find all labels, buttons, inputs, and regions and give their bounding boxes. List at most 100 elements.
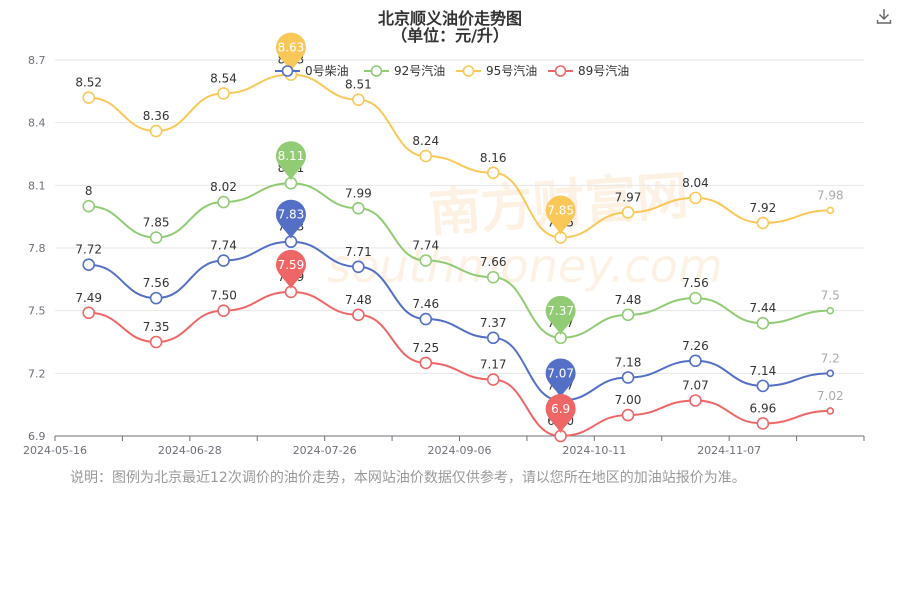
mark-pin: 7.37	[545, 295, 576, 335]
data-point	[149, 335, 163, 349]
legend-item-1[interactable]: 92号汽油	[364, 63, 445, 78]
data-point	[756, 379, 770, 393]
data-label: 7.44	[750, 301, 777, 315]
data-point	[621, 308, 635, 322]
legend-item-3[interactable]: 89号汽油	[548, 63, 629, 78]
data-point	[826, 206, 835, 215]
data-label: 7.97	[615, 190, 642, 204]
y-tick-label: 8.7	[28, 54, 46, 67]
data-label: 7.71	[345, 245, 372, 259]
data-label: 7.99	[345, 186, 372, 200]
mark-pin: 8.11	[275, 141, 306, 181]
data-label: 8.52	[75, 76, 102, 90]
data-point	[217, 195, 230, 209]
data-label: 8.54	[210, 71, 237, 85]
data-label: 7.18	[615, 356, 642, 370]
data-label: 7.66	[480, 255, 507, 269]
x-tick-label: 2024-05-16	[23, 444, 87, 457]
data-label: 8	[85, 184, 93, 198]
mark-pin: 6.9	[545, 394, 576, 433]
data-label: 7.5	[821, 289, 840, 303]
data-point	[826, 407, 835, 415]
data-label: 7.07	[682, 378, 709, 392]
x-tick-label: 2024-10-11	[562, 444, 626, 457]
x-tick-label: 2024-09-06	[428, 444, 492, 457]
data-point	[621, 206, 635, 219]
data-label: 7.48	[615, 293, 642, 307]
mark-pin: 8.63	[275, 32, 306, 72]
mark-pin: 7.83	[275, 199, 306, 239]
data-label: 8.51	[345, 78, 372, 92]
mark-pin-label: 6.9	[551, 402, 570, 416]
download-icon[interactable]	[874, 6, 894, 26]
data-label: 7.25	[412, 341, 439, 355]
legend-item-0[interactable]: 0号柴油	[275, 64, 349, 78]
data-point	[689, 191, 702, 205]
data-point	[486, 331, 500, 345]
data-point	[689, 394, 702, 407]
mark-pin-label: 7.85	[547, 204, 574, 218]
mark-pin-label: 8.11	[278, 149, 305, 163]
x-tick-label: 2024-06-28	[158, 444, 222, 457]
mark-pin-shape	[275, 141, 306, 181]
mark-pin-shape	[545, 394, 576, 433]
legend-label: 92号汽油	[394, 63, 445, 78]
y-tick-label: 7.5	[28, 305, 46, 318]
data-label: 7.92	[750, 201, 777, 215]
data-label: 8.24	[412, 134, 439, 148]
y-tick-label: 6.9	[28, 430, 46, 443]
data-label: 8.02	[210, 180, 237, 194]
data-label: 7.37	[480, 316, 507, 330]
mark-pin: 7.85	[545, 195, 576, 235]
data-point	[486, 270, 500, 284]
data-point	[82, 258, 96, 272]
data-point	[149, 231, 163, 244]
data-point	[419, 149, 433, 163]
data-label: 7.14	[750, 364, 777, 378]
data-point	[217, 304, 230, 317]
mark-pin-shape	[275, 32, 306, 72]
mark-pin-shape	[545, 358, 576, 398]
y-tick-label: 7.8	[28, 242, 46, 255]
legend-label: 95号汽油	[486, 63, 537, 78]
y-tick-label: 8.4	[28, 117, 46, 130]
data-point	[826, 306, 835, 315]
data-point	[486, 373, 500, 386]
data-point	[149, 291, 163, 305]
data-point	[352, 260, 365, 274]
data-point	[149, 124, 163, 138]
data-label: 7.49	[75, 291, 102, 305]
legend-marker	[554, 65, 567, 77]
data-point	[217, 87, 230, 100]
mark-pin: 7.07	[545, 358, 576, 398]
mark-pin-label: 7.37	[547, 304, 574, 318]
series-line-3	[88, 290, 831, 438]
data-label: 7.98	[817, 188, 844, 202]
data-point	[419, 254, 433, 267]
legend-marker	[281, 65, 294, 77]
legend-label: 89号汽油	[578, 63, 629, 78]
mark-pin-label: 7.83	[278, 208, 305, 222]
data-label: 7.02	[817, 389, 844, 403]
data-point	[352, 93, 365, 106]
data-point	[82, 199, 96, 213]
data-label: 8.04	[682, 176, 709, 190]
data-point	[419, 312, 433, 326]
data-label: 8.36	[143, 109, 170, 123]
data-label: 7.72	[75, 243, 102, 257]
data-point	[217, 254, 230, 267]
mark-pin: 7.59	[275, 249, 306, 289]
mark-pin-label: 7.59	[278, 258, 305, 272]
data-point	[826, 369, 835, 378]
data-point	[486, 166, 500, 180]
data-point	[82, 91, 96, 104]
data-label: 7.74	[210, 239, 237, 253]
data-label: 7.56	[143, 276, 170, 290]
legend-label: 0号柴油	[305, 64, 349, 78]
chart-subtitle: （单位：元/升）	[391, 26, 509, 45]
legend-item-2[interactable]: 95号汽油	[456, 63, 537, 78]
data-point	[352, 202, 365, 215]
data-label: 8.16	[480, 151, 507, 165]
data-point	[419, 356, 433, 370]
